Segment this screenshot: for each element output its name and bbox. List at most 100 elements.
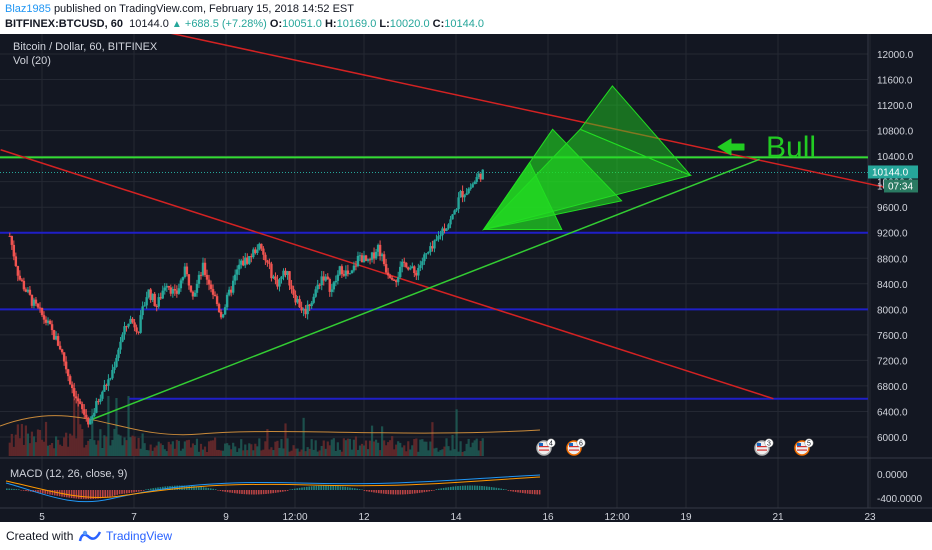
candle-body bbox=[457, 197, 460, 210]
volume-bar bbox=[451, 434, 454, 456]
macd-histogram-bar bbox=[445, 487, 447, 490]
macd-histogram-bar bbox=[411, 490, 414, 494]
macd-histogram-bar bbox=[284, 490, 286, 492]
volume-bar bbox=[89, 438, 92, 456]
flag-stripe bbox=[757, 449, 767, 451]
time-tick-label: 7 bbox=[131, 512, 137, 522]
flag-stripe bbox=[569, 449, 579, 451]
candle-body bbox=[244, 257, 247, 266]
tradingview-link[interactable]: TradingView bbox=[106, 529, 173, 543]
volume-bar bbox=[449, 450, 452, 456]
volume-bar bbox=[61, 446, 64, 456]
candle-body bbox=[280, 276, 283, 280]
macd-histogram-bar bbox=[531, 490, 534, 495]
macd-histogram-bar bbox=[313, 486, 315, 490]
candle-body bbox=[161, 290, 164, 299]
candle-body bbox=[427, 251, 430, 254]
candle-body bbox=[292, 289, 295, 295]
volume-bar bbox=[205, 451, 209, 456]
price-axis[interactable]: 6000.0 6400.0 6800.0 7200.0 7600.0 8000.0 8400… bbox=[868, 50, 922, 505]
macd-histogram-bar bbox=[442, 487, 445, 490]
candle-body bbox=[30, 294, 34, 306]
time-tick-label: 23 bbox=[864, 512, 876, 522]
volume-bar bbox=[46, 445, 50, 456]
volume-bar bbox=[215, 449, 219, 456]
volume-bar bbox=[350, 449, 354, 456]
high-label: H: bbox=[324, 18, 337, 30]
candle-body bbox=[332, 282, 336, 290]
candle-body bbox=[169, 287, 172, 294]
macd-histogram-bar bbox=[363, 490, 366, 491]
volume-bar bbox=[95, 444, 98, 456]
candle-body bbox=[231, 280, 235, 293]
last-price: 10144.0 bbox=[129, 18, 169, 30]
macd-histogram-bar bbox=[226, 490, 229, 493]
candle-body bbox=[8, 235, 11, 237]
volume-bar bbox=[171, 441, 174, 456]
macd-histogram-bar bbox=[315, 485, 318, 490]
macd-histogram-bar bbox=[517, 490, 519, 493]
price-tick-label: 6800.0 bbox=[877, 382, 908, 393]
up-arrow-icon: ▲ bbox=[171, 19, 182, 30]
candle-body bbox=[105, 384, 108, 386]
volume-bar bbox=[40, 439, 44, 456]
volume-bar bbox=[421, 439, 424, 456]
macd-histogram-bar bbox=[99, 490, 102, 499]
candle-body bbox=[403, 261, 406, 263]
volume-bar bbox=[330, 439, 333, 456]
candle-body bbox=[431, 246, 434, 249]
candle-body bbox=[445, 228, 448, 231]
candle-body bbox=[125, 326, 128, 328]
macd-histogram-bar bbox=[418, 490, 421, 493]
macd-histogram-bar bbox=[478, 485, 481, 490]
tradingview-logo-icon[interactable] bbox=[78, 528, 102, 544]
volume-bar bbox=[248, 443, 251, 456]
volume-bar bbox=[8, 442, 11, 456]
macd-histogram-bar bbox=[10, 488, 13, 490]
candle-body bbox=[461, 190, 464, 198]
volume-bar bbox=[397, 441, 400, 456]
volume-bar bbox=[59, 444, 62, 456]
candle-body bbox=[85, 414, 88, 418]
macd-histogram-bar bbox=[373, 490, 375, 493]
candle-body bbox=[338, 266, 342, 275]
event-count-label: 3 bbox=[767, 441, 771, 448]
macd-histogram-bar bbox=[202, 487, 205, 490]
volume-bar bbox=[79, 424, 82, 456]
us-flag-icon: 6 bbox=[566, 438, 586, 456]
macd-histogram-bar bbox=[337, 486, 339, 490]
macd-histogram-bar bbox=[142, 490, 145, 491]
price-tick-label: 11600.0 bbox=[877, 76, 913, 87]
candle-body bbox=[203, 262, 207, 275]
volume-bar bbox=[161, 445, 164, 456]
macd-histogram-bar bbox=[236, 490, 238, 494]
candle-body bbox=[16, 266, 20, 276]
macd-histogram-bar bbox=[87, 490, 90, 500]
candle-body bbox=[290, 285, 293, 290]
macd-histogram-bar bbox=[140, 490, 142, 492]
macd-histogram-bar bbox=[358, 489, 361, 490]
price-candles bbox=[8, 169, 484, 428]
macd-histogram-bar bbox=[274, 490, 277, 493]
macd-histogram-bar bbox=[286, 490, 289, 491]
candle-body bbox=[378, 244, 382, 257]
candle-body bbox=[137, 331, 140, 333]
candle-body bbox=[56, 336, 60, 346]
candle-body bbox=[221, 314, 225, 318]
macd-histogram-bar bbox=[246, 490, 248, 495]
macd-histogram-bar bbox=[34, 490, 37, 493]
macd-histogram-bar bbox=[349, 487, 351, 490]
time-axis[interactable]: 5 7 9 12:00 12 14 16 12:00 19 21 23 bbox=[39, 512, 876, 522]
candle-body bbox=[77, 398, 80, 402]
macd-histogram-bar bbox=[421, 490, 423, 493]
candle-body bbox=[201, 262, 205, 276]
volume-bar bbox=[427, 450, 430, 456]
macd-histogram-bar bbox=[94, 490, 97, 499]
macd-histogram-bar bbox=[354, 488, 356, 490]
volume-bar bbox=[401, 447, 404, 456]
price-chart[interactable]: 6000.0 6400.0 6800.0 7200.0 7600.0 8000.0 8400… bbox=[0, 34, 932, 522]
macd-histogram-bar bbox=[310, 486, 313, 490]
volume-bar bbox=[256, 446, 259, 456]
candle-body bbox=[392, 279, 396, 281]
author-link[interactable]: Blaz1985 bbox=[5, 3, 51, 15]
